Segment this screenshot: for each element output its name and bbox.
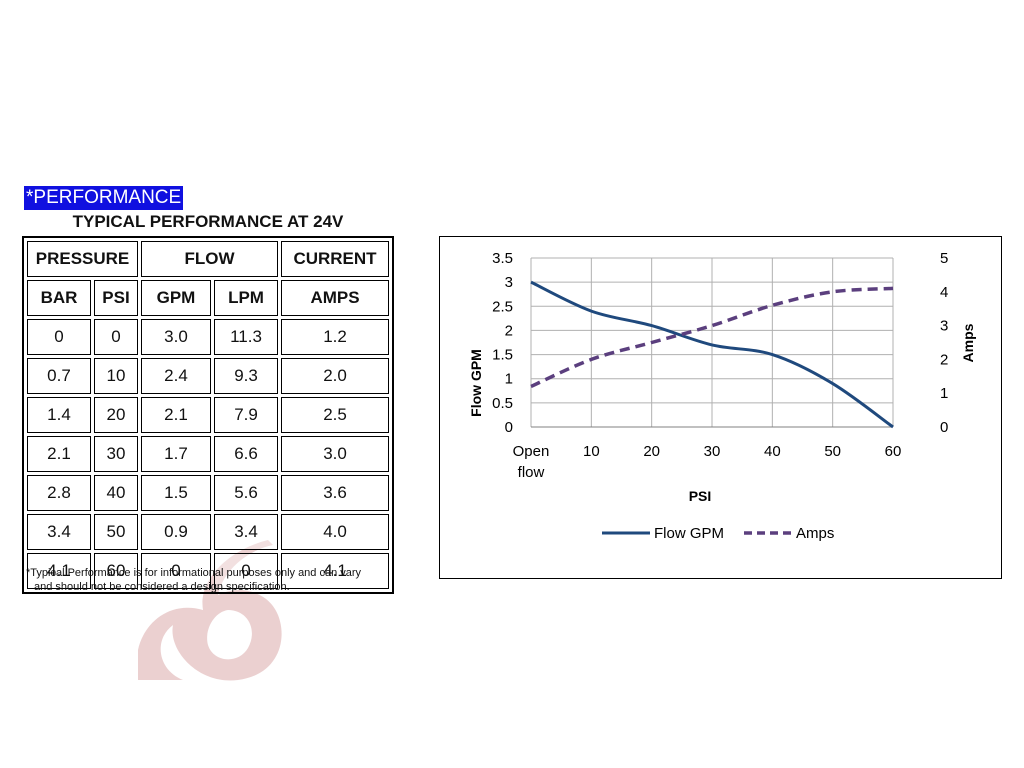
chart-grid <box>530 257 894 428</box>
x-tick-label: 10 <box>583 443 600 460</box>
footnote: *Typical Performance is for informationa… <box>26 566 406 594</box>
y-tick-label: 3.5 <box>492 250 513 267</box>
y2-axis-label: Amps <box>960 323 976 362</box>
cell-psi: 50 <box>94 514 138 550</box>
cell-lpm: 11.3 <box>214 319 279 355</box>
cell-gpm: 0.9 <box>141 514 211 550</box>
table-row: 2.8 40 1.5 5.6 3.6 <box>27 475 390 511</box>
y-tick-label: 1.5 <box>492 347 513 364</box>
column-header-bar: BAR <box>27 280 91 316</box>
y2-tick-label: 0 <box>940 419 948 436</box>
cell-psi: 0 <box>94 319 138 355</box>
cell-psi: 10 <box>94 358 138 394</box>
cell-lpm: 6.6 <box>214 436 279 472</box>
column-header-gpm: GPM <box>141 280 211 316</box>
cell-bar: 0 <box>27 319 91 355</box>
cell-amps: 3.0 <box>281 436 390 472</box>
cell-lpm: 0 <box>214 553 279 589</box>
table-row: 2.1 30 1.7 6.6 3.0 <box>27 436 390 472</box>
cell-amps: 2.0 <box>281 358 390 394</box>
cell-gpm: 2.4 <box>141 358 211 394</box>
legend-label-amps: Amps <box>796 525 834 542</box>
cell-lpm: 5.6 <box>214 475 279 511</box>
logo-watermark <box>138 540 282 681</box>
cell-psi: 30 <box>94 436 138 472</box>
table-row: 0.7 10 2.4 9.3 2.0 <box>27 358 390 394</box>
footnote-line-1: *Typical Performance is for informationa… <box>26 567 362 579</box>
cell-gpm: 3.0 <box>141 319 211 355</box>
cell-psi: 20 <box>94 397 138 433</box>
y-tick-label: 0.5 <box>492 395 513 412</box>
chart-svg: 0 0.5 1 1.5 2 2.5 3 3.5 0 1 2 3 4 5 Open flow 10 20 30 40 50… <box>468 250 976 542</box>
cell-bar: 3.4 <box>27 514 91 550</box>
cell-amps: 4.1 <box>281 553 390 589</box>
cell-gpm: 2.1 <box>141 397 211 433</box>
y2-tick-label: 2 <box>940 351 948 368</box>
cell-bar: 0.7 <box>27 358 91 394</box>
table-title: TYPICAL PERFORMANCE AT 24V <box>72 212 344 231</box>
group-header-pressure: PRESSURE <box>27 241 138 277</box>
cell-bar: 4.1 <box>27 553 91 589</box>
cell-gpm: 1.5 <box>141 475 211 511</box>
cell-lpm: 7.9 <box>214 397 279 433</box>
y-tick-label: 2.5 <box>492 298 513 315</box>
cell-amps: 4.0 <box>281 514 390 550</box>
cell-bar: 1.4 <box>27 397 91 433</box>
y-tick-label: 2 <box>505 322 513 339</box>
section-label: *PERFORMANCE <box>24 186 184 210</box>
legend: Flow GPM Amps <box>602 525 834 542</box>
x-tick-label: 50 <box>824 443 841 460</box>
column-header-amps: AMPS <box>281 280 390 316</box>
y-axis-label: Flow GPM <box>468 349 484 417</box>
cell-bar: 2.1 <box>27 436 91 472</box>
x-tick-label: 40 <box>764 443 781 460</box>
cell-lpm: 9.3 <box>214 358 279 394</box>
y2-tick-label: 1 <box>940 385 948 402</box>
y2-tick-label: 4 <box>940 284 948 301</box>
cell-psi: 60 <box>94 553 138 589</box>
x-tick-label: 30 <box>704 443 721 460</box>
x-tick-label: Open flow <box>513 443 550 481</box>
table-row: 0 0 3.0 11.3 1.2 <box>27 319 390 355</box>
x-axis-label: PSI <box>689 488 712 504</box>
cell-amps: 1.2 <box>281 319 390 355</box>
cell-psi: 40 <box>94 475 138 511</box>
performance-chart: 0 0.5 1 1.5 2 2.5 3 3.5 0 1 2 3 4 5 Open flow 10 20 30 40 50… <box>439 236 1002 579</box>
cell-gpm: 0 <box>141 553 211 589</box>
column-header-lpm: LPM <box>214 280 279 316</box>
performance-table: PRESSURE FLOW CURRENT BAR PSI GPM LPM AM… <box>22 236 395 594</box>
cell-lpm: 3.4 <box>214 514 279 550</box>
series-line-amps <box>530 286 894 389</box>
cell-bar: 2.8 <box>27 475 91 511</box>
table-row: 1.4 20 2.1 7.9 2.5 <box>27 397 390 433</box>
footnote-line-2: and should not be considered a design sp… <box>34 581 290 593</box>
cell-gpm: 1.7 <box>141 436 211 472</box>
y-tick-label: 0 <box>505 419 513 436</box>
table-row: 4.1 60 0 0 4.1 <box>27 553 390 589</box>
x-tick-label: 20 <box>643 443 660 460</box>
chart-ticks: 0 0.5 1 1.5 2 2.5 3 3.5 0 1 2 3 4 5 Open flow 10 20 30 40 50… <box>492 250 948 481</box>
column-header-psi: PSI <box>94 280 138 316</box>
series-line-flow-gpm <box>530 280 894 429</box>
y-tick-label: 3 <box>505 274 513 291</box>
legend-label-flow-gpm: Flow GPM <box>654 525 724 542</box>
y2-tick-label: 5 <box>940 250 948 267</box>
group-header-current: CURRENT <box>281 241 390 277</box>
y2-tick-label: 3 <box>940 318 948 335</box>
cell-amps: 3.6 <box>281 475 390 511</box>
cell-amps: 2.5 <box>281 397 390 433</box>
y-tick-label: 1 <box>505 371 513 388</box>
group-header-flow: FLOW <box>141 241 279 277</box>
table-row: 3.4 50 0.9 3.4 4.0 <box>27 514 390 550</box>
x-tick-label: 60 <box>885 443 902 460</box>
chart-lines <box>530 280 894 429</box>
